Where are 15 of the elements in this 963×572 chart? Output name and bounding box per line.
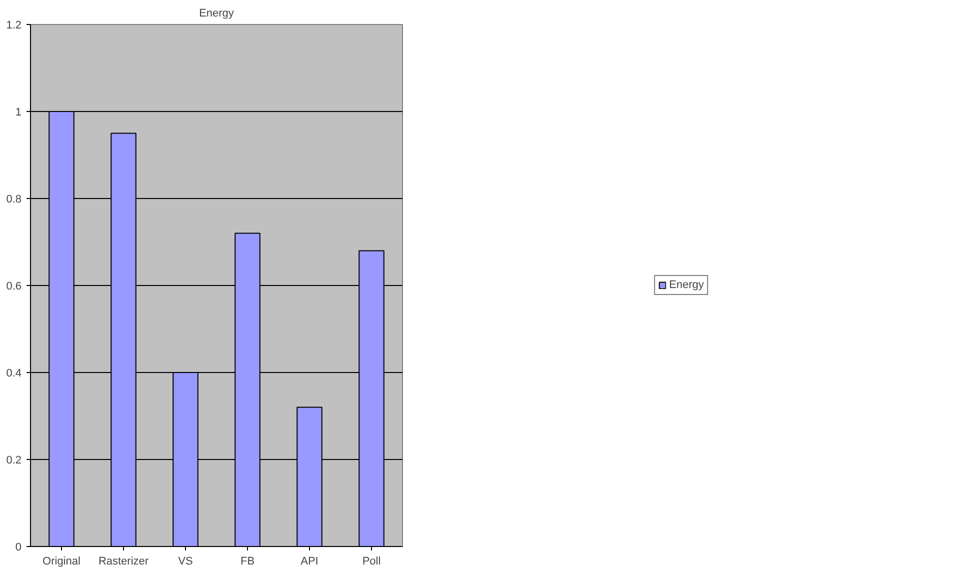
x-tick-label: API xyxy=(300,556,318,568)
y-tick-label: 0.2 xyxy=(6,454,22,466)
x-tick-label: Poll xyxy=(362,556,381,568)
y-tick-label: 0.6 xyxy=(6,280,22,292)
y-tick-label: 0 xyxy=(15,542,22,554)
x-tick-label: Rasterizer xyxy=(98,556,149,568)
chart-title: Energy xyxy=(199,8,234,20)
x-tick-label: VS xyxy=(178,556,193,568)
x-tick-label: Original xyxy=(42,556,80,568)
x-tick-label: FB xyxy=(240,556,255,568)
y-tick-label: 0.4 xyxy=(6,368,22,380)
y-tick-label: 1.2 xyxy=(6,20,22,32)
y-tick-label: 1 xyxy=(15,106,22,118)
y-tick-label: 0.8 xyxy=(6,194,22,206)
legend-label: Energy xyxy=(669,279,704,291)
